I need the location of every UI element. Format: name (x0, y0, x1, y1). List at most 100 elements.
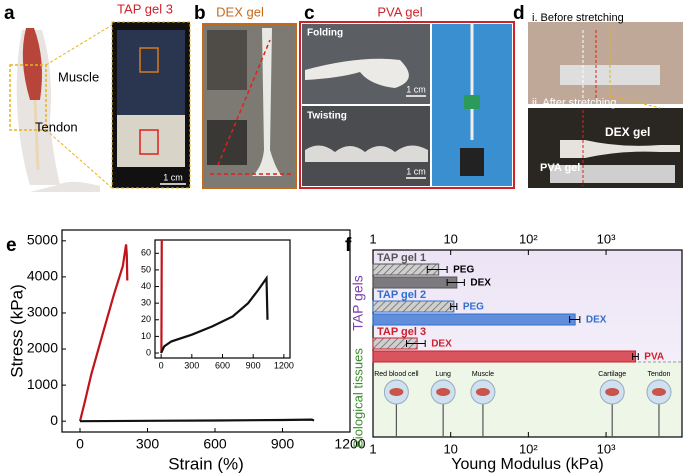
roi (139, 47, 159, 73)
x-tick-label: 300 (136, 435, 160, 451)
tissue-label: Lung (435, 371, 451, 378)
y-tick-label: 1000 (27, 376, 58, 392)
y-tick-label: 4000 (27, 268, 58, 284)
step-label: i. Before stretching (532, 12, 624, 24)
group-label: TAP gel 2 (377, 289, 426, 301)
clip (464, 95, 480, 109)
x-tick-label-top: 10² (519, 231, 538, 246)
panel-title: TAP gel 3 (117, 1, 173, 16)
scale-label: 1 cm (406, 84, 426, 94)
foot (30, 181, 100, 192)
label: Tendon (35, 119, 78, 134)
x-tick-label: 600 (215, 360, 230, 370)
error-bar (406, 340, 426, 347)
panel-letter: e (6, 235, 17, 256)
tissue-label: Muscle (472, 371, 494, 378)
x-tick-label-top: 10 (443, 231, 457, 246)
bar-label: PVA (644, 352, 664, 363)
bar (372, 300, 455, 313)
tissue-label: Cartilage (598, 371, 626, 378)
x-tick-label: 10 (443, 441, 457, 456)
arrow (217, 39, 271, 166)
data-line (79, 418, 315, 423)
label: DEX gel (605, 125, 650, 139)
y-axis-title: Stress (kPa) (7, 284, 26, 378)
x-tick-label: 300 (184, 360, 199, 370)
error-bar (426, 266, 448, 273)
bar-label: PEG (453, 265, 474, 276)
gel (117, 115, 185, 167)
x-tick-label: 10³ (597, 441, 616, 456)
x-tick-label: 0 (76, 435, 84, 451)
tendon (33, 99, 40, 171)
tissue-icon (436, 388, 451, 396)
y-tick-label: 0 (50, 412, 58, 428)
roi (139, 129, 159, 155)
error-bar (450, 303, 458, 310)
photo (528, 22, 683, 104)
bar (372, 276, 458, 289)
panel-letter: b (194, 3, 206, 24)
clamp (207, 30, 247, 90)
x-tick-label: 1200 (274, 360, 294, 370)
y-tick-label: 40 (141, 281, 151, 291)
plot-frame (61, 229, 351, 433)
y-tick-label: 30 (141, 298, 151, 308)
bar-label: DEX (431, 339, 452, 350)
gel (305, 145, 428, 162)
panel-d: i. Before stretching ii. After stretchin… (528, 12, 683, 188)
y-tick-label: 20 (141, 314, 151, 324)
x-tick-label: 1200 (334, 435, 365, 451)
group-label: TAP gel 1 (377, 252, 426, 264)
panel-letter: f (345, 235, 352, 256)
panel-letter: a (4, 3, 15, 24)
bar-label: DEX (470, 278, 491, 289)
weight (460, 148, 484, 176)
panel-title: PVA gel (377, 4, 422, 19)
step-label: ii. After stretching (532, 97, 616, 109)
x-tick-label: 900 (271, 435, 295, 451)
y-tick-label: 60 (141, 248, 151, 258)
guide (609, 95, 661, 109)
region-label: Biological tissues (350, 348, 365, 448)
tissue-icon (475, 388, 490, 396)
scale-label: 1 cm (406, 166, 426, 176)
panel-b: DEX gel (202, 4, 297, 189)
panel-letter: d (513, 3, 525, 24)
x-axis-title: Young Modulus (kPa) (451, 456, 603, 473)
x-tick-label: 1 (369, 441, 376, 456)
gel (560, 140, 680, 158)
data-line (78, 244, 129, 422)
x-tick-label: 600 (203, 435, 227, 451)
zoom-line (45, 24, 113, 66)
gel (305, 58, 409, 88)
bar (372, 350, 637, 363)
charts: 0 300 600 900 1200010002000300040005000Strai… (7, 229, 683, 473)
zoom-box (9, 64, 47, 131)
label: Twisting (307, 111, 347, 122)
y-tick-label: 50 (141, 264, 151, 274)
label: Muscle (58, 69, 99, 84)
x-tick-label: 10² (519, 441, 538, 456)
y-tick-label: 5000 (27, 232, 58, 248)
y-tick-label: 0 (146, 347, 151, 357)
y-tick-label: 2000 (27, 340, 58, 356)
error-bar (446, 279, 465, 286)
region-label: TAP gels (350, 275, 366, 331)
y-tick-label: 3000 (27, 304, 58, 320)
label: Folding (307, 28, 343, 39)
panel-letter: c (304, 3, 315, 24)
x-tick-label: 900 (246, 360, 261, 370)
bar (372, 313, 576, 326)
label: PVA gel (540, 162, 580, 174)
ruler (550, 165, 675, 183)
panel-a: Muscle Tendon TAP gel 3 1 cm (9, 1, 191, 192)
scale-label: 1 cm (163, 172, 183, 182)
group-label: TAP gel 3 (377, 326, 426, 338)
muscle (22, 28, 42, 100)
tissue-icon (651, 388, 666, 396)
error-bar (632, 353, 639, 360)
gel (252, 28, 282, 176)
tissue-icon (605, 388, 620, 396)
